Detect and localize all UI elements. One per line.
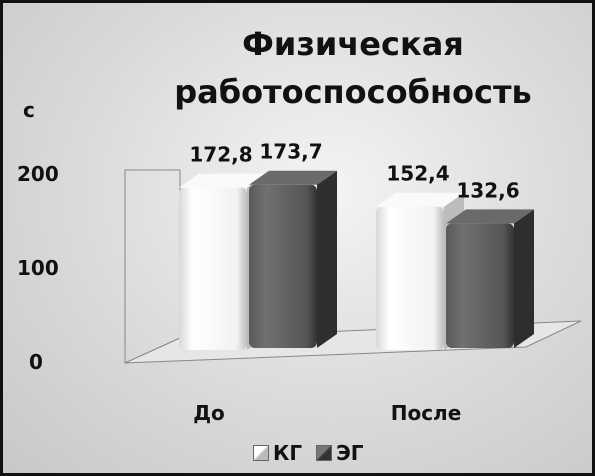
bar-top xyxy=(376,192,464,207)
chart-plot: 0 100 200 172,8 173,7 152,4 132,6 До После xyxy=(17,140,582,425)
legend-item-kg: КГ xyxy=(253,441,302,465)
bar-top xyxy=(446,209,534,224)
chart-title-line-2: работоспособность xyxy=(174,73,532,111)
data-label: 132,6 xyxy=(456,178,519,202)
y-tick-label: 0 xyxy=(29,350,43,374)
bar-top xyxy=(179,173,267,188)
bar-eg xyxy=(249,184,317,348)
value-labels-group: 172,8 173,7 152,4 132,6 xyxy=(189,140,519,203)
y-tick-labels: 0 100 200 xyxy=(17,162,59,374)
chart-legend: КГ ЭГ xyxy=(253,441,364,465)
bar-side xyxy=(317,170,337,348)
y-axis-label: с xyxy=(23,98,35,122)
chart-title-line-1: Физическая xyxy=(242,25,464,63)
legend-label-eg: ЭГ xyxy=(336,441,364,465)
bar-side xyxy=(514,209,534,348)
legend-swatch-kg xyxy=(253,445,269,461)
bar-kg xyxy=(179,187,247,350)
x-category-label: После xyxy=(391,401,462,425)
legend-label-kg: КГ xyxy=(273,441,303,465)
data-label: 172,8 xyxy=(189,143,252,167)
legend-item-eg: ЭГ xyxy=(316,441,364,465)
data-label: 173,7 xyxy=(259,140,322,164)
bar-kg xyxy=(376,206,444,350)
legend-swatch-eg xyxy=(316,445,333,461)
y-tick-label: 100 xyxy=(17,256,59,280)
bar-top xyxy=(249,170,337,185)
bar-eg xyxy=(446,223,514,348)
x-category-label: До xyxy=(193,401,225,425)
y-tick-label: 200 xyxy=(17,162,59,186)
bars-group xyxy=(179,170,534,350)
side-wall xyxy=(124,169,181,364)
data-label: 152,4 xyxy=(386,162,449,186)
